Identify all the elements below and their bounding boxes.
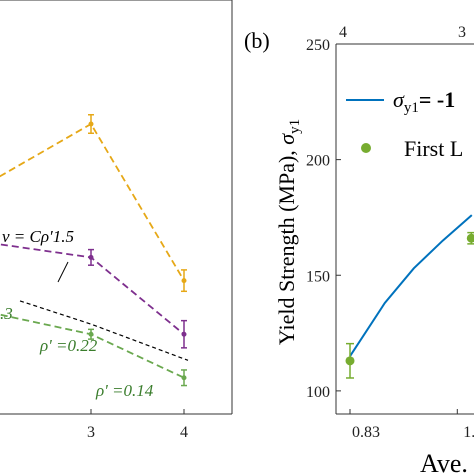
panel-a: 3 4 ν = Cρ′1.5 .3 ρ' =0.22 ρ' =0.14 (0, 0, 233, 441)
panel-b: 100 150 200 250 0.83 1.2 4 3 (b) Yield Strength (… (244, 24, 474, 474)
panel-a-data-point (181, 375, 187, 381)
panel-a-fit-label: ν = Cρ′1.5 (2, 227, 74, 246)
legend-fit-sigma: σ (393, 87, 405, 112)
panel-b-y-tick-label: 250 (306, 37, 330, 54)
panel-a-data-point (88, 121, 94, 127)
panel-b-x-tick-label: 0.83 (352, 424, 380, 441)
panel-b-top-tick-label: 4 (339, 24, 347, 41)
panel-b-y-tick-label: 100 (306, 384, 330, 401)
legend-fit-sub: y1 (404, 100, 419, 116)
panel-b-fit-curve (349, 214, 473, 357)
panel-a-rho-partial: .3 (0, 304, 13, 323)
panel-b-data-point (345, 356, 355, 366)
panel-a-rho-014: ρ' =0.14 (95, 381, 154, 400)
panel-b-y-axis-label-sub: y1 (287, 119, 303, 134)
panel-b-top-tick-label: 3 (458, 24, 466, 41)
panel-a-data-point (181, 331, 187, 337)
panel-a-rho-022: ρ' =0.22 (39, 336, 98, 355)
panel-a-x-tick-label: 4 (180, 424, 188, 441)
panel-b-x-axis-label: Ave. (420, 449, 468, 474)
panel-a-data-point (88, 331, 94, 337)
panel-b-data-point (466, 233, 474, 243)
panel-b-label: (b) (244, 28, 270, 53)
panel-b-y-axis-label-sigma: σ (274, 133, 299, 145)
panel-a-data-point (88, 254, 94, 260)
panel-a-fit-line (19, 300, 189, 361)
legend-points-swatch (361, 143, 371, 153)
panel-b-y-axis-label-text: Yield Strength (MPa), (274, 145, 299, 345)
legend-fit-label: σy1= -1 (393, 87, 455, 116)
panel-a-data-point (181, 278, 187, 284)
legend-fit-rest: = -1 (419, 87, 455, 112)
panel-b-y-tick-label: 150 (306, 268, 330, 285)
panel-b-y-tick-label: 200 (306, 153, 330, 170)
panel-a-fit-arrow (57, 261, 69, 283)
panel-a-x-tick-label: 3 (87, 424, 95, 441)
panel-b-x-tick-label: 1.2 (463, 424, 474, 441)
panel-b-y-axis-label: Yield Strength (MPa), σy1 (274, 119, 303, 345)
legend-points-label: First L (404, 136, 463, 161)
